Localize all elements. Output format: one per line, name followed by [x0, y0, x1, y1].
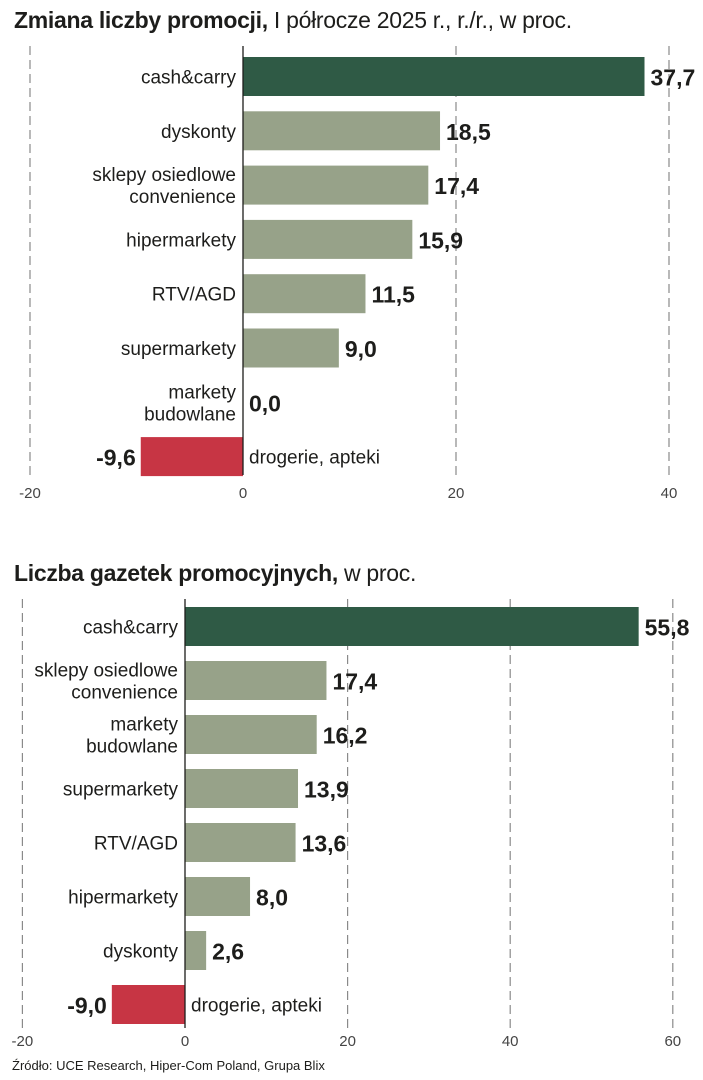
chart-1-category-label-line: budowlane — [144, 404, 236, 425]
chart-1-category-label: hipermarkety — [126, 230, 236, 251]
chart-2-category-label-line: budowlane — [86, 737, 178, 758]
chart-2-tick-label: -20 — [12, 1033, 34, 1050]
chart-2-tick-label: 40 — [502, 1033, 519, 1050]
chart-2-category-label: hipermarkety — [68, 888, 178, 909]
chart-1-value-label: -9,6 — [96, 445, 136, 471]
chart-2-bar — [111, 985, 185, 1024]
chart-1-tick-label: 20 — [448, 485, 465, 502]
chart-1-subtitle: I półrocze 2025 r., r./r., w proc. — [273, 7, 572, 33]
chart-2-value-label: 13,6 — [302, 831, 347, 857]
chart-1-promotions-change: -20 0 20 40 cash&carry 37,7 dyskonty 18,5 sklepy… — [19, 46, 696, 502]
chart-1-category-label: cash&carry — [141, 68, 237, 89]
chart-1-bar — [243, 219, 413, 259]
chart-1-bar — [243, 165, 429, 205]
chart-1-tick-label: 40 — [661, 485, 678, 502]
chart-1-bar — [243, 328, 339, 368]
chart-2-value-label: 55,8 — [645, 615, 690, 641]
chart-2-category-label: RTV/AGD — [94, 834, 178, 855]
chart-2-value-label: 13,9 — [304, 777, 349, 803]
chart-2-category-label: cash&carry — [83, 618, 179, 639]
chart-1-category-label: markety budowlane — [144, 382, 236, 425]
chart-2-bar — [185, 877, 251, 916]
chart-2-bar — [185, 823, 296, 862]
chart-2-category-label: dyskonty — [103, 942, 178, 963]
chart-1-value-label: 17,4 — [434, 173, 479, 199]
chart-2-bar — [185, 607, 639, 646]
chart-2-tick-label: 0 — [181, 1033, 189, 1050]
chart-2-category-label-line: markety — [110, 715, 178, 736]
chart-2-title: Liczba gazetek promocyjnych, w proc. — [14, 560, 416, 587]
chart-2-category-label: supermarkety — [63, 780, 179, 801]
chart-1-title: Zmiana liczby promocji, I półrocze 2025 … — [14, 7, 572, 34]
chart-1-value-label: 15,9 — [418, 227, 463, 253]
chart-2-category-label: sklepy osiedlowe convenience — [34, 661, 178, 704]
chart-1-title-main: Zmiana liczby promocji, — [14, 7, 268, 33]
chart-2-bar — [185, 931, 207, 970]
chart-2-category-label: markety budowlane — [86, 715, 178, 758]
chart-2-value-label: 2,6 — [212, 939, 244, 965]
chart-2-value-label: 17,4 — [332, 669, 377, 695]
chart-2-category-label: drogerie, apteki — [191, 996, 322, 1017]
chart-1-bar — [243, 57, 645, 96]
chart-1-value-label: 9,0 — [345, 336, 377, 362]
chart-2-value-label: 16,2 — [323, 723, 368, 749]
chart-1-value-label: 0,0 — [249, 390, 281, 416]
chart-1-category-label: sklepy osiedlowe convenience — [92, 165, 236, 208]
chart-1-bar — [243, 111, 441, 151]
chart-1-category-label: RTV/AGD — [152, 285, 236, 306]
chart-2-tick-label: 60 — [664, 1033, 681, 1050]
chart-1-value-label: 18,5 — [446, 119, 491, 145]
chart-2-bar — [185, 769, 299, 808]
chart-1-bar — [140, 437, 243, 477]
chart-1-category-label-line: convenience — [129, 187, 236, 208]
chart-2-bar — [185, 715, 317, 754]
chart-2-title-main: Liczba gazetek promocyjnych, — [14, 560, 338, 586]
chart-1-bar — [243, 274, 366, 314]
chart-2-subtitle: w proc. — [344, 560, 417, 586]
chart-1-category-label-line: markety — [168, 382, 236, 403]
chart-1-tick-label: -20 — [19, 485, 41, 502]
chart-2-category-label-line: sklepy osiedlowe — [34, 661, 178, 682]
chart-2-category-label-line: convenience — [71, 683, 178, 704]
chart-2-bar — [185, 661, 327, 700]
source-note: Źródło: UCE Research, Hiper-Com Poland, … — [12, 1058, 325, 1073]
chart-1-category-label: supermarkety — [121, 339, 237, 360]
chart-1-value-label: 11,5 — [371, 282, 415, 308]
chart-1-value-label: 37,7 — [651, 65, 696, 91]
chart-1-category-label: dyskonty — [161, 122, 236, 143]
chart-2-value-label: 8,0 — [256, 885, 288, 911]
chart-1-tick-label: 0 — [239, 485, 247, 502]
chart-2-value-label: -9,0 — [67, 993, 107, 1019]
chart-2-tick-label: 20 — [339, 1033, 356, 1050]
chart-1-category-label-line: sklepy osiedlowe — [92, 165, 236, 186]
chart-1-category-label: drogerie, apteki — [249, 448, 380, 469]
